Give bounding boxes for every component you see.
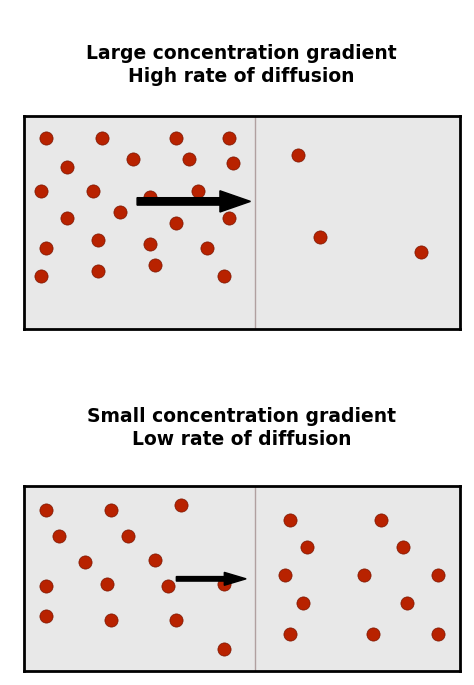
Point xyxy=(317,232,324,243)
Point xyxy=(369,629,376,640)
Point xyxy=(42,242,49,253)
Point xyxy=(434,629,442,640)
Point xyxy=(286,629,293,640)
Point xyxy=(282,570,289,581)
Point xyxy=(220,270,228,281)
Point xyxy=(194,185,202,196)
Point xyxy=(42,581,49,592)
Point xyxy=(107,505,115,516)
Point xyxy=(229,158,237,169)
Point xyxy=(37,185,45,196)
Point xyxy=(220,644,228,655)
Point xyxy=(377,514,385,525)
Point xyxy=(37,270,45,281)
Point xyxy=(55,531,63,542)
Point xyxy=(94,234,101,245)
Point xyxy=(90,185,97,196)
Point xyxy=(177,499,184,510)
Point xyxy=(42,610,49,621)
Point xyxy=(94,266,101,277)
Point xyxy=(173,217,180,228)
Point xyxy=(186,153,193,164)
Point xyxy=(42,505,49,516)
FancyArrow shape xyxy=(176,573,246,585)
FancyArrow shape xyxy=(137,190,250,212)
Point xyxy=(434,570,442,581)
Point xyxy=(146,192,154,203)
Point xyxy=(173,614,180,625)
Point xyxy=(64,162,71,173)
Point xyxy=(286,514,293,525)
Point xyxy=(399,542,407,553)
Point xyxy=(225,213,232,224)
Point xyxy=(295,149,302,160)
Point xyxy=(103,579,110,590)
Point xyxy=(64,213,71,224)
Point xyxy=(173,132,180,143)
Point xyxy=(225,132,232,143)
Text: Small concentration gradient
Low rate of diffusion: Small concentration gradient Low rate of… xyxy=(87,407,396,449)
Point xyxy=(146,238,154,249)
Point xyxy=(417,247,424,258)
Text: Large concentration gradient
High rate of diffusion: Large concentration gradient High rate o… xyxy=(86,44,397,86)
Point xyxy=(164,581,172,592)
Point xyxy=(404,597,411,608)
Point xyxy=(303,542,311,553)
Point xyxy=(116,207,123,218)
Point xyxy=(220,579,228,590)
Point xyxy=(81,557,89,568)
Point xyxy=(99,132,106,143)
Point xyxy=(299,597,307,608)
Point xyxy=(129,153,137,164)
Point xyxy=(107,614,115,625)
Point xyxy=(151,555,158,566)
Point xyxy=(203,242,210,253)
Point xyxy=(151,260,158,271)
Point xyxy=(42,132,49,143)
Point xyxy=(360,570,368,581)
Point xyxy=(125,531,132,542)
